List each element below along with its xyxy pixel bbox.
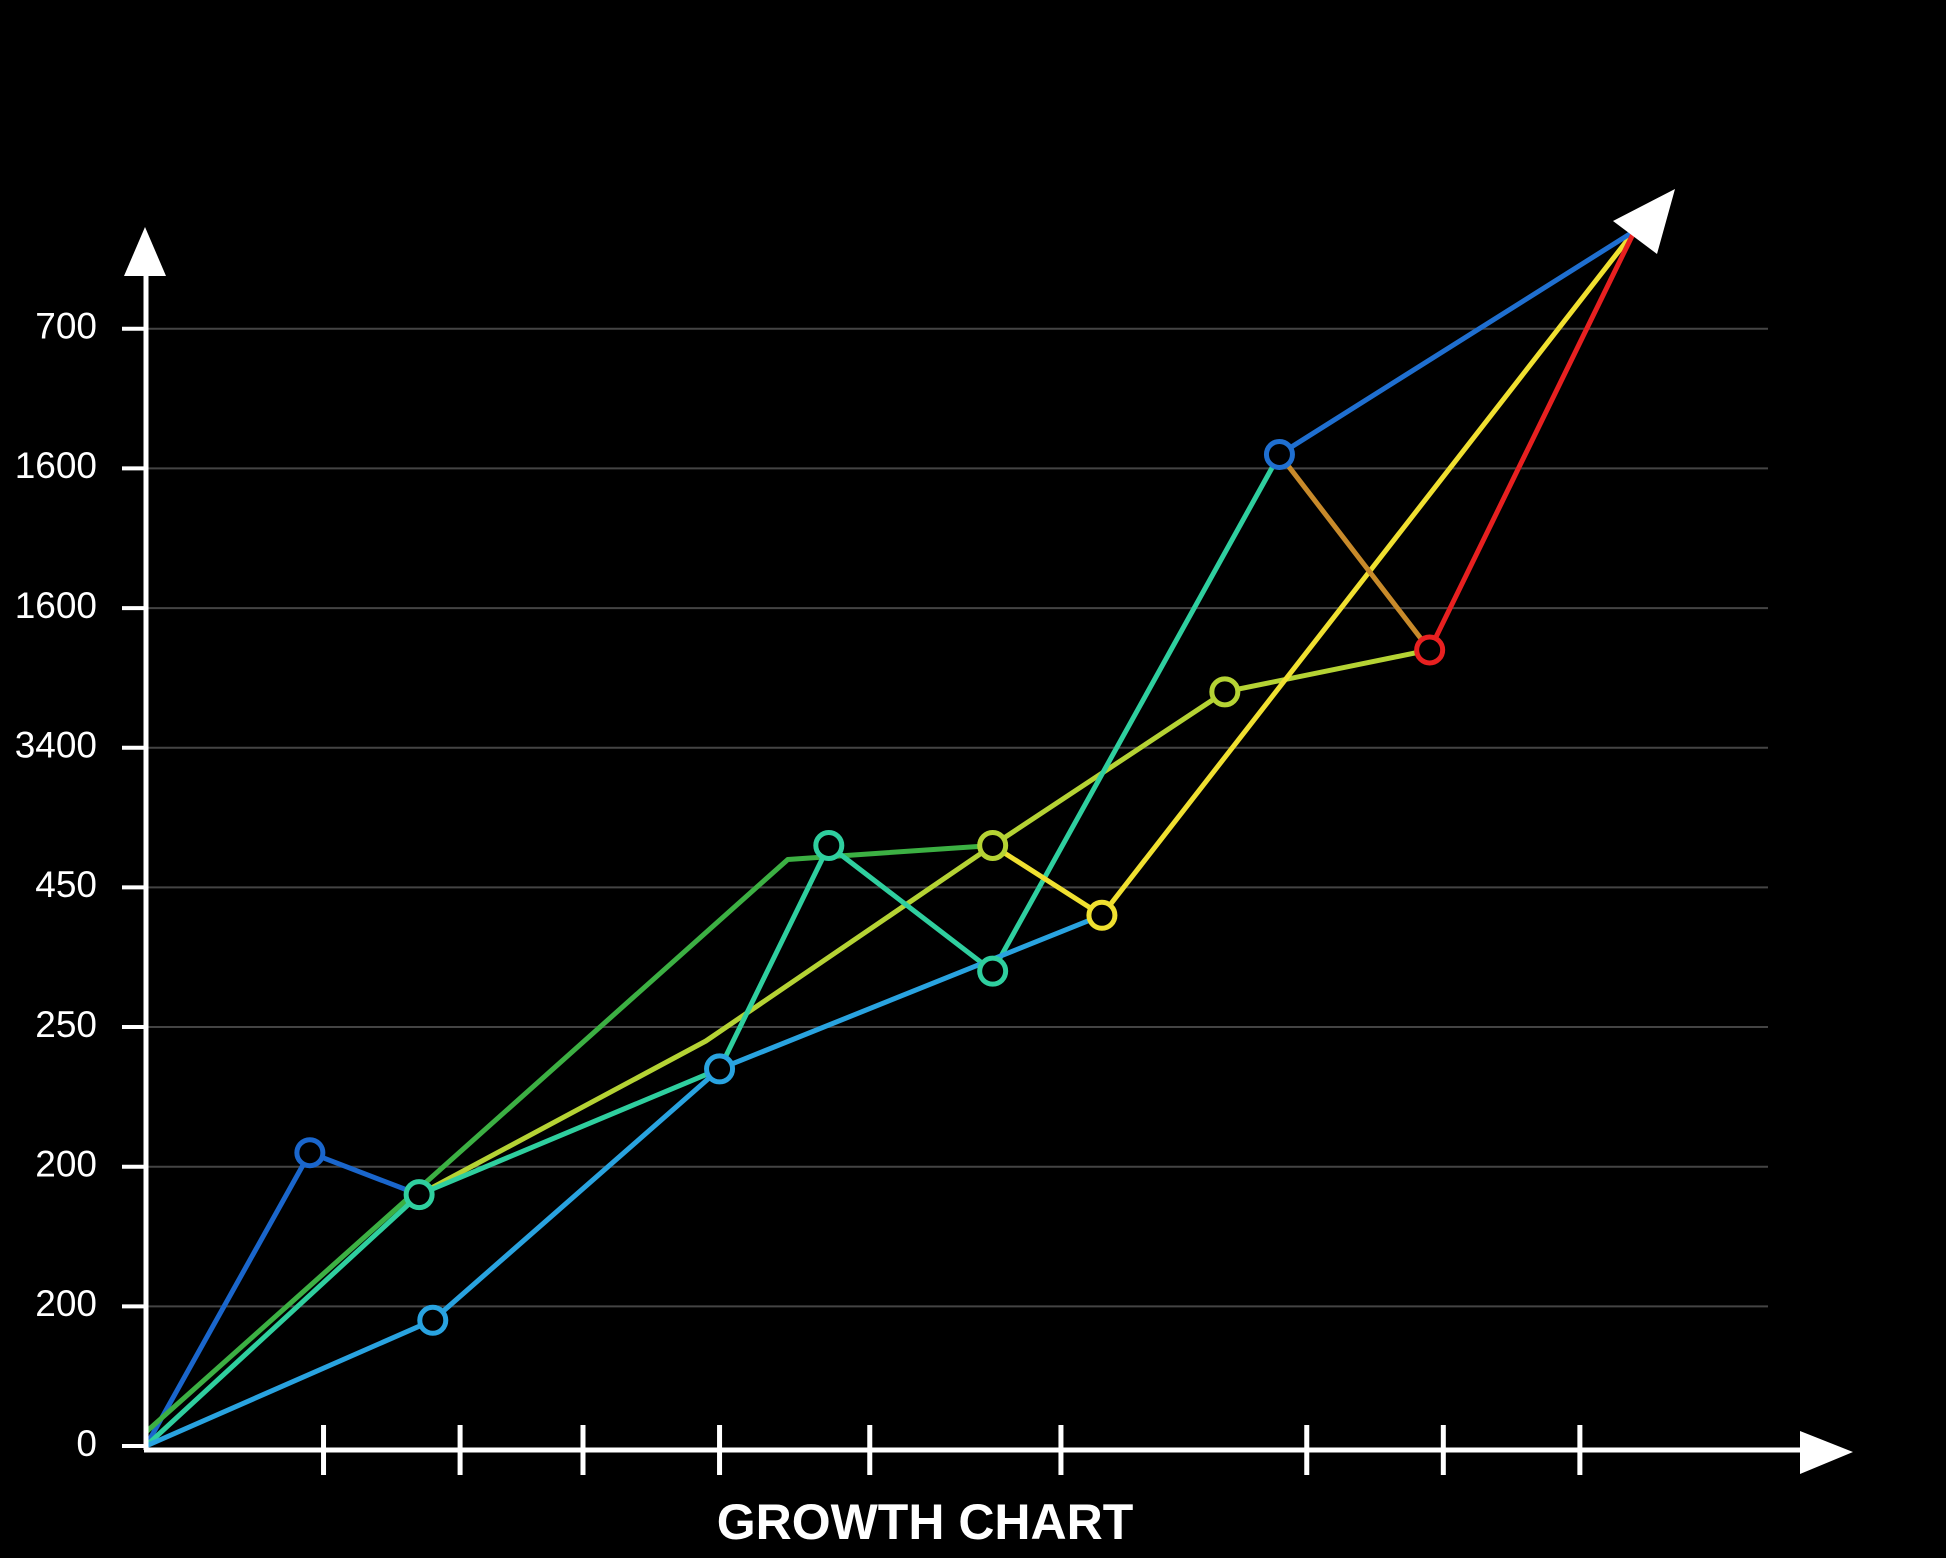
series-line	[143, 912, 1105, 1449]
y-tick-label: 700	[35, 306, 97, 347]
y-tick-label: 0	[76, 1423, 97, 1464]
y-tick-label: 1600	[15, 445, 97, 486]
point-marker	[704, 1053, 736, 1085]
y-tick-label: 450	[35, 864, 97, 905]
y-tick-label: 1600	[15, 585, 97, 626]
point-marker	[1209, 676, 1241, 708]
series-line	[143, 451, 1282, 1449]
y-tick-label: 200	[35, 1283, 97, 1324]
series-line	[1276, 228, 1637, 457]
point-marker	[417, 1304, 449, 1336]
point-marker	[977, 829, 1009, 861]
trend-arrow	[1613, 189, 1675, 254]
chart-title: GROWTH CHART	[717, 1494, 1134, 1550]
point-marker	[294, 1137, 326, 1169]
point-marker	[977, 955, 1009, 987]
series-line	[143, 842, 996, 1435]
point-marker	[1414, 634, 1446, 666]
x-axis-arrow	[1800, 1431, 1853, 1474]
series-line	[1276, 451, 1433, 653]
axes: 0 200 200 250 450 3400 1600 1600 700	[15, 227, 1853, 1475]
point-marker	[403, 1179, 435, 1211]
point-marker	[1263, 438, 1295, 470]
y-tick-label: 200	[35, 1143, 97, 1184]
point-marker	[1086, 899, 1118, 931]
y-axis-arrow	[124, 227, 166, 276]
y-tick-label: 3400	[15, 725, 97, 766]
series-line	[1427, 228, 1637, 653]
grid	[146, 327, 1768, 1308]
markers	[294, 438, 1446, 1336]
point-marker	[813, 829, 845, 861]
y-tick-label: 250	[35, 1004, 97, 1045]
